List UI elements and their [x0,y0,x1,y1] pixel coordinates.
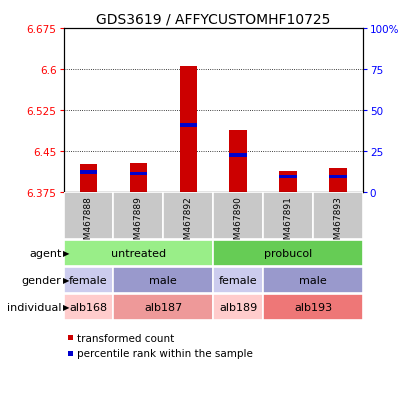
Text: female: female [69,275,108,285]
Text: GSM467891: GSM467891 [283,196,292,251]
Text: agent: agent [29,248,61,259]
Text: alb187: alb187 [144,302,182,312]
Bar [263,267,362,293]
Bar [229,131,246,192]
Text: probucol: probucol [263,248,311,259]
Bar [312,192,362,240]
Bar [213,294,263,320]
Bar [263,294,362,320]
Bar [263,192,312,240]
Bar [129,173,147,176]
Bar [213,267,263,293]
Bar [113,294,213,320]
Text: individual: individual [7,302,61,312]
Bar [63,240,213,266]
Bar [328,175,346,178]
Text: ▶: ▶ [63,303,70,311]
Text: GSM467890: GSM467890 [233,196,242,251]
Text: gender: gender [22,275,61,285]
Bar [179,123,196,128]
Text: ▶: ▶ [63,249,70,258]
Bar [63,294,113,320]
Text: GDS3619 / AFFYCUSTOMHF10725: GDS3619 / AFFYCUSTOMHF10725 [96,12,330,26]
Bar [179,67,196,192]
Bar [113,267,213,293]
Text: GSM467893: GSM467893 [333,196,342,251]
Text: GSM467888: GSM467888 [84,196,93,251]
Bar [328,169,346,192]
Text: male: male [298,275,326,285]
Bar [213,192,263,240]
Text: alb193: alb193 [293,302,331,312]
Bar [213,240,362,266]
Bar [80,171,97,174]
Text: transformed count: transformed count [76,333,173,343]
Text: untreated: untreated [110,248,166,259]
Bar [279,175,296,178]
Bar [229,154,246,158]
Text: GSM467892: GSM467892 [183,196,192,250]
Bar [163,192,213,240]
Text: ▶: ▶ [63,276,70,285]
Bar [63,267,113,293]
Bar [279,171,296,192]
Text: female: female [218,275,257,285]
Text: alb189: alb189 [218,302,256,312]
Bar [80,165,97,192]
Text: percentile rank within the sample: percentile rank within the sample [76,349,252,358]
Text: alb168: alb168 [69,302,107,312]
Bar [113,192,163,240]
Bar [129,163,147,192]
Text: male: male [149,275,177,285]
Text: GSM467889: GSM467889 [134,196,142,251]
Bar [63,192,113,240]
